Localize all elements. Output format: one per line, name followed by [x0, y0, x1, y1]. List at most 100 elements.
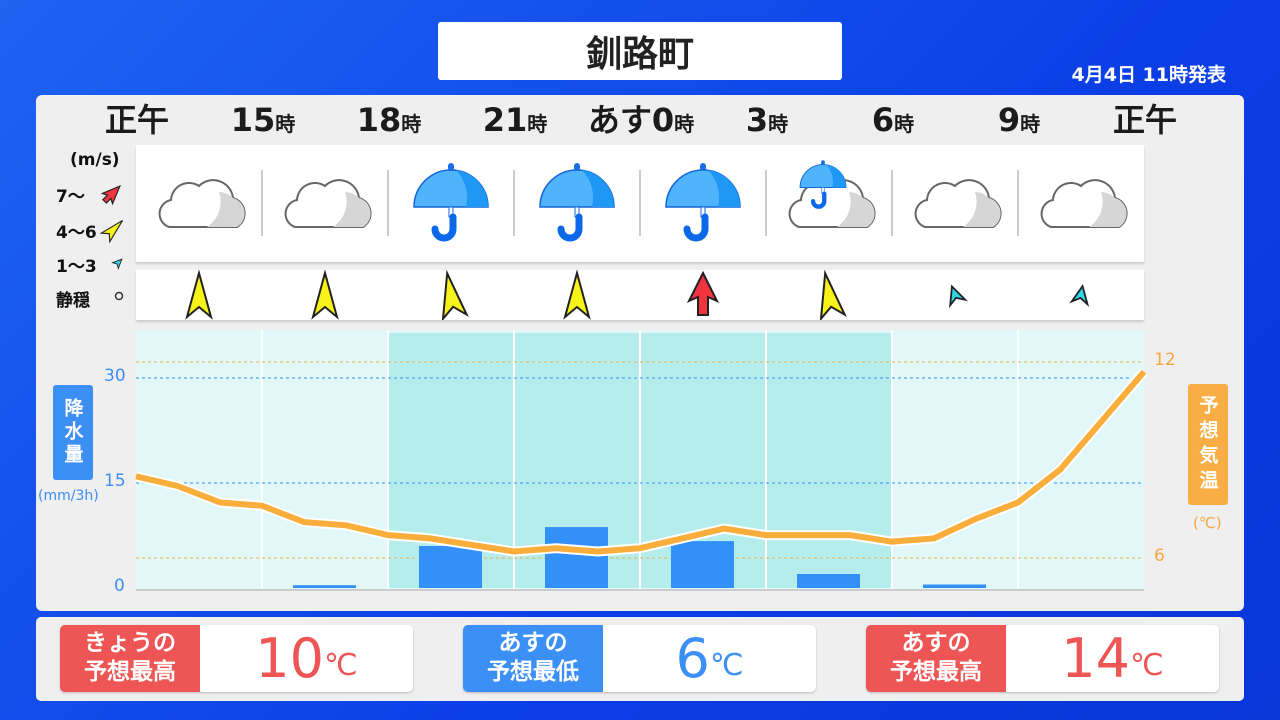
temp-tick-6: 6: [1154, 546, 1165, 566]
summary-card: あすの 予想最高 14 ℃: [866, 625, 1219, 692]
precip-axis-title: 降水量: [53, 385, 93, 480]
wind-arrow-icon: [311, 270, 339, 320]
divider: [1017, 170, 1019, 236]
temperature-value: 10: [255, 627, 324, 690]
wind-cell: [1018, 270, 1144, 320]
wind-legend-light: 1〜3: [56, 257, 97, 277]
time-value: 3: [745, 101, 769, 139]
divider: [891, 170, 893, 236]
temperature-value: 14: [1061, 627, 1130, 690]
weather-cell: [1018, 145, 1144, 262]
summary-label: あすの 予想最低: [463, 625, 603, 692]
summary-label-line1: あすの: [901, 630, 971, 656]
weather-cell: [514, 145, 640, 262]
precip-bar: [419, 546, 482, 588]
wind-cell: [136, 270, 262, 320]
weather-cell: [136, 145, 262, 262]
precip-tick-0: 0: [114, 576, 125, 596]
precip-unit: (mm/3h): [38, 488, 99, 504]
precip-bar: [671, 541, 734, 588]
time-value: 9: [997, 101, 1021, 139]
cloud-icon: [158, 179, 246, 228]
time-unit: 時: [768, 112, 789, 136]
arrow-cyan-icon: [111, 258, 123, 270]
temperature-unit: ℃: [1130, 648, 1164, 683]
summary-label-line2: 予想最高: [84, 659, 176, 685]
time-label: 9時: [956, 100, 1082, 144]
umbrella-icon: [413, 163, 489, 242]
summary-label-line1: きょうの: [84, 630, 176, 656]
divider: [387, 170, 389, 236]
summary-card: あすの 予想最低 6 ℃: [463, 625, 816, 692]
time-label: 15時: [200, 100, 326, 144]
umbrella-icon: [665, 163, 741, 242]
summary-value: 6 ℃: [603, 625, 816, 692]
arrow-yellow-icon: [99, 219, 124, 244]
summary-label: あすの 予想最高: [866, 625, 1006, 692]
wind-cell: [640, 270, 766, 320]
precip-tick-30: 30: [104, 366, 126, 386]
time-label: 正午: [74, 100, 200, 144]
summary-value: 10 ℃: [200, 625, 413, 692]
time-unit: 時: [527, 112, 548, 136]
time-label: 6時: [830, 100, 956, 144]
wind-row: [136, 270, 1144, 320]
temp-line: [135, 369, 1147, 555]
wind-legend-calm: 静穏: [56, 291, 90, 311]
time-label: 3時: [704, 100, 830, 144]
wind-arrow-icon: [949, 284, 969, 309]
cloud-icon: [284, 179, 372, 228]
wind-legend-strong: 7〜: [56, 187, 85, 207]
wind-arrow-icon: [563, 270, 591, 320]
cloud-icon: [1040, 179, 1128, 228]
arrow-red-icon: [100, 184, 122, 206]
summary-label-line2: 予想最高: [890, 659, 982, 685]
wind-arrow-icon: [1069, 284, 1090, 307]
time-unit: 時: [894, 112, 915, 136]
temperature-unit: ℃: [324, 648, 358, 683]
wind-arrow-icon: [686, 270, 720, 316]
wind-cell: [514, 270, 640, 320]
time-label: 18時: [326, 100, 452, 144]
precip-tick-15: 15: [104, 471, 126, 491]
temperature-unit: ℃: [709, 648, 744, 683]
summary-label: きょうの 予想最高: [60, 625, 200, 692]
divider: [513, 170, 515, 236]
time-value: 6: [871, 101, 895, 139]
time-label: 正午: [1082, 100, 1208, 144]
wind-arrow-icon: [819, 270, 847, 320]
wind-arrow-icon: [185, 270, 213, 320]
time-value: 18: [356, 101, 402, 139]
summary-card: きょうの 予想最高 10 ℃: [60, 625, 413, 692]
wind-cell: [388, 270, 514, 320]
umbrella-icon: [539, 163, 615, 242]
time-label: あす0時: [578, 100, 704, 144]
time-unit: 時: [1020, 112, 1041, 136]
weather-cell: [766, 145, 892, 262]
wind-arrow-icon: [441, 270, 469, 320]
temp-tick-12: 12: [1154, 350, 1176, 370]
wind-legend-icons: [99, 184, 124, 301]
precip-bar: [797, 574, 860, 588]
time-value: 21: [482, 101, 528, 139]
wind-cell: [892, 270, 1018, 320]
time-value: 15: [230, 101, 276, 139]
weather-cell: [262, 145, 388, 262]
time-value: 正午: [1112, 101, 1177, 139]
temp-unit: (℃): [1193, 514, 1222, 532]
weather-icon-row: [136, 145, 1144, 262]
temp-axis-title: 予想気温: [1188, 384, 1228, 505]
time-label: 21時: [452, 100, 578, 144]
divider: [639, 170, 641, 236]
wind-cell: [766, 270, 892, 320]
summary-value: 14 ℃: [1006, 625, 1219, 692]
divider: [261, 170, 263, 236]
time-value: あす0: [587, 101, 675, 139]
issued-time: 4月4日 11時発表: [1071, 64, 1227, 86]
cloud-rain-icon: [788, 160, 876, 228]
divider: [765, 170, 767, 236]
precip-bar: [923, 584, 986, 588]
calm-icon: [114, 291, 124, 301]
precip-bar: [545, 527, 608, 588]
